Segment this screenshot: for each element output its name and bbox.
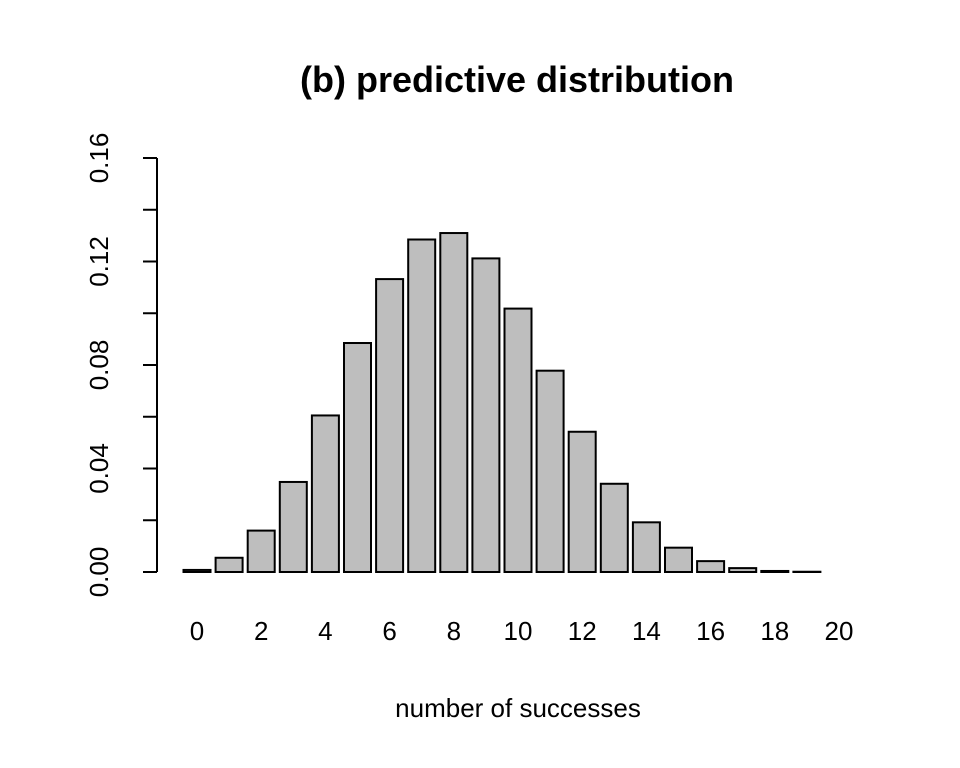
x-tick-label: 2 — [254, 616, 268, 646]
bars-group — [182, 232, 822, 574]
x-tick-label: 20 — [825, 616, 854, 646]
x-tick-label: 12 — [568, 616, 597, 646]
chart-title: (b) predictive distribution — [300, 59, 734, 100]
bar-16 — [696, 560, 726, 574]
bar-9 — [471, 257, 501, 573]
bar-7 — [407, 238, 437, 573]
x-tick-label: 6 — [382, 616, 396, 646]
bar-14 — [631, 521, 661, 574]
y-tick-label: 0.08 — [84, 340, 114, 391]
bar-3 — [278, 480, 308, 573]
x-tick-label: 16 — [696, 616, 725, 646]
bar-12 — [567, 430, 597, 573]
bar-13 — [599, 482, 629, 573]
x-tick-label: 10 — [504, 616, 533, 646]
x-tick-label: 14 — [632, 616, 661, 646]
bar-15 — [664, 546, 693, 573]
bar-0 — [182, 568, 212, 573]
bar-17 — [728, 567, 758, 574]
x-tick-label: 8 — [447, 616, 461, 646]
bar-6 — [375, 278, 405, 573]
y-axis: 0.00 0.04 0.08 0.12 0.16 — [84, 133, 158, 598]
y-tick-label: 0.04 — [84, 443, 114, 494]
x-tick-label: 18 — [760, 616, 789, 646]
bar-10 — [503, 307, 533, 573]
bar-5 — [343, 342, 372, 573]
y-tick-label: 0.16 — [84, 133, 114, 184]
bar-4 — [310, 414, 340, 573]
x-tick-label: 4 — [318, 616, 332, 646]
bar-1 — [214, 556, 244, 573]
bar-11 — [535, 369, 565, 573]
bar-18 — [760, 569, 790, 574]
y-tick-label: 0.00 — [84, 547, 114, 598]
bar-8 — [439, 232, 469, 573]
bar-2 — [246, 529, 276, 573]
y-tick-label: 0.12 — [84, 236, 114, 287]
x-tick-label: 0 — [190, 616, 204, 646]
x-axis-label: number of successes — [395, 693, 641, 723]
x-axis-tick-labels: 0 2 4 6 8 10 12 14 16 18 20 — [190, 616, 854, 646]
